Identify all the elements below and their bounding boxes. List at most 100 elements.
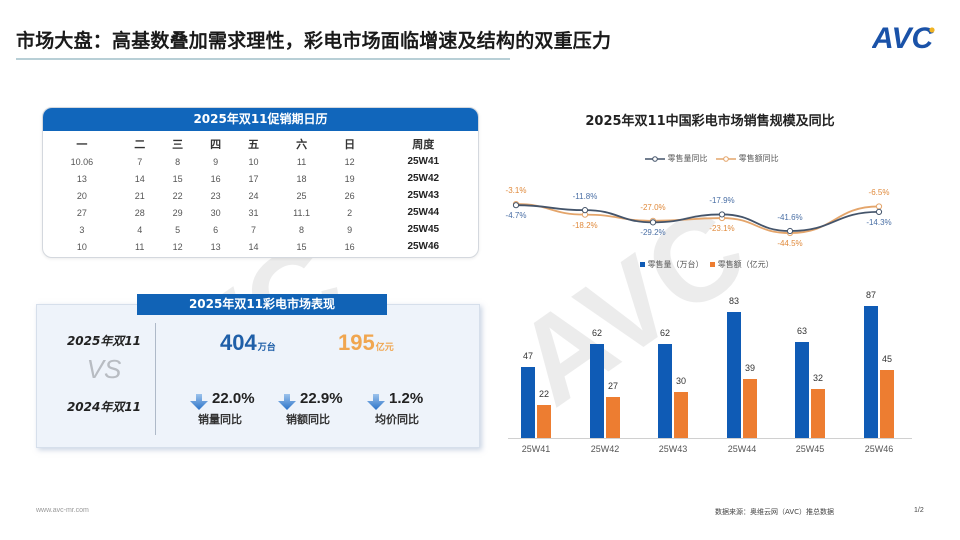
line-marker-icon xyxy=(718,211,726,218)
calendar-date-cell: 15 xyxy=(296,241,307,252)
line-chart xyxy=(512,200,883,237)
volume-yoy-label: -29.2% xyxy=(640,228,666,238)
calendar-col-thu: 四 xyxy=(210,137,222,151)
calendar-row: 20 21 22 23 24 25 26 25W43 xyxy=(43,187,478,204)
bar-volume xyxy=(658,343,672,438)
avc-logo-icon: AVC xyxy=(872,22,935,54)
calendar-date-cell: 8 xyxy=(299,224,305,235)
calendar-date-cell: 11.1 xyxy=(293,207,310,218)
x-axis-tick: 25W46 xyxy=(864,444,894,454)
line-revenue-yoy xyxy=(515,203,880,234)
calendar-week-cell: 25W44 xyxy=(407,207,440,218)
bar-legend: 零售量（万台） 零售额（亿元） xyxy=(640,259,774,270)
calendar-date-cell: 28 xyxy=(134,207,145,218)
bar-volume-value: 63 xyxy=(796,326,808,337)
line-marker-icon xyxy=(649,219,657,226)
calendar-date-cell: 7 xyxy=(251,224,257,235)
calendar-col-tue: 二 xyxy=(134,137,146,151)
calendar-date-cell: 21 xyxy=(134,190,145,201)
calendar-date-cell: 10 xyxy=(248,156,259,167)
calendar-date-cell: 13 xyxy=(76,173,87,184)
calendar-date-cell: 19 xyxy=(344,173,355,184)
bar-revenue xyxy=(537,404,551,438)
calendar-date-cell: 25 xyxy=(296,190,307,201)
revenue-yoy-label: -27.0% xyxy=(640,202,666,212)
chart-title: 2025年双11中国彩电市场销售规模及同比 xyxy=(585,114,835,129)
bar-volume xyxy=(590,343,604,438)
line-marker-icon xyxy=(512,202,520,209)
performance-divider xyxy=(155,323,156,435)
metric-value: 1.2% xyxy=(389,390,424,407)
legend-blue-square-icon xyxy=(640,262,645,267)
calendar-date-cell: 13 xyxy=(210,241,221,252)
page-title: 市场大盘：高基数叠加需求理性，彩电市场面临增速及结构的双重压力 xyxy=(16,30,612,52)
calendar-date-cell: 11 xyxy=(135,241,145,252)
arrow-down-icon xyxy=(190,394,208,410)
sales-volume: 404万台 xyxy=(220,330,276,356)
revenue-yoy-label: -44.5% xyxy=(777,239,803,249)
bar-revenue-value: 39 xyxy=(744,362,756,373)
calendar-row: 13 14 15 16 17 18 19 25W42 xyxy=(43,170,478,187)
sales-volume-unit: 万台 xyxy=(257,342,276,352)
calendar-date-cell: 16 xyxy=(210,173,221,184)
bar-volume-value: 47 xyxy=(522,350,534,361)
market-performance-panel xyxy=(36,304,480,448)
calendar-date-cell: 24 xyxy=(248,190,259,201)
sales-revenue-value: 195 xyxy=(338,330,375,355)
title-divider xyxy=(16,58,510,60)
calendar-date-cell: 10.06 xyxy=(70,156,94,167)
bar-revenue-value: 30 xyxy=(675,376,687,387)
calendar-date-cell: 16 xyxy=(344,241,355,252)
bar-revenue-value: 27 xyxy=(607,380,619,391)
calendar-date-cell: 14 xyxy=(248,241,259,252)
metric-label: 均价同比 xyxy=(375,413,419,426)
volume-yoy-label: -17.9% xyxy=(709,196,735,206)
calendar-row: 27 28 29 30 31 11.1 2 25W44 xyxy=(43,204,478,221)
calendar-row: 3 4 5 6 7 8 9 25W45 xyxy=(43,221,478,238)
bar-revenue xyxy=(880,369,894,438)
x-axis-tick: 25W42 xyxy=(590,444,620,454)
bar-volume xyxy=(795,342,809,438)
x-axis-tick: 25W45 xyxy=(795,444,825,454)
calendar-date-cell: 20 xyxy=(76,190,87,201)
calendar-date-cell: 17 xyxy=(248,173,259,184)
volume-yoy-label: -14.3% xyxy=(866,217,892,227)
calendar-col-week: 周度 xyxy=(412,137,435,151)
legend-orange-square-icon xyxy=(710,262,716,267)
year-current-label: 2025年双11 xyxy=(66,334,142,348)
revenue-yoy-label: -18.2% xyxy=(572,220,598,230)
bar-volume-value: 83 xyxy=(728,295,740,306)
calendar-col-sat: 六 xyxy=(296,137,308,151)
year-previous-label: 2024年双11 xyxy=(66,400,142,414)
metric-value: 22.0% xyxy=(212,390,255,407)
calendar-date-cell: 29 xyxy=(172,207,183,218)
volume-yoy-label: -41.6% xyxy=(777,213,803,223)
arrow-down-icon xyxy=(278,394,296,410)
calendar-title: 2025年双11促销期日历 xyxy=(43,108,478,131)
bar-revenue xyxy=(674,392,688,438)
calendar-week-cell: 25W41 xyxy=(407,156,440,167)
calendar-date-cell: 23 xyxy=(210,190,221,201)
calendar-header-row: 一 二 三 四 五 六 日 周度 xyxy=(43,134,478,153)
calendar-date-cell: 26 xyxy=(344,190,355,201)
calendar-date-cell: 5 xyxy=(175,224,181,235)
arrow-down-icon xyxy=(367,394,385,410)
calendar-week-cell: 25W42 xyxy=(407,173,440,184)
calendar-date-cell: 10 xyxy=(76,241,87,252)
bar-volume xyxy=(864,305,878,438)
calendar-date-cell: 8 xyxy=(175,156,181,167)
legend-volume: 零售量（万台） xyxy=(647,260,704,269)
calendar-date-cell: 15 xyxy=(172,173,183,184)
sales-volume-value: 404 xyxy=(220,330,257,355)
calendar-week-cell: 25W45 xyxy=(407,224,440,235)
calendar-week-cell: 25W46 xyxy=(407,241,440,252)
calendar-date-cell: 9 xyxy=(347,224,353,235)
calendar-date-cell: 22 xyxy=(172,190,183,201)
legend-revenue-yoy: 零售额同比 xyxy=(738,154,779,163)
svg-text:AVC: AVC xyxy=(872,22,934,54)
performance-title: 2025年双11彩电市场表现 xyxy=(137,294,387,315)
bar-volume-value: 87 xyxy=(865,289,877,300)
bar-revenue-value: 45 xyxy=(881,353,893,364)
legend-revenue: 零售额（亿元） xyxy=(717,260,774,269)
line-marker-icon xyxy=(581,207,589,214)
